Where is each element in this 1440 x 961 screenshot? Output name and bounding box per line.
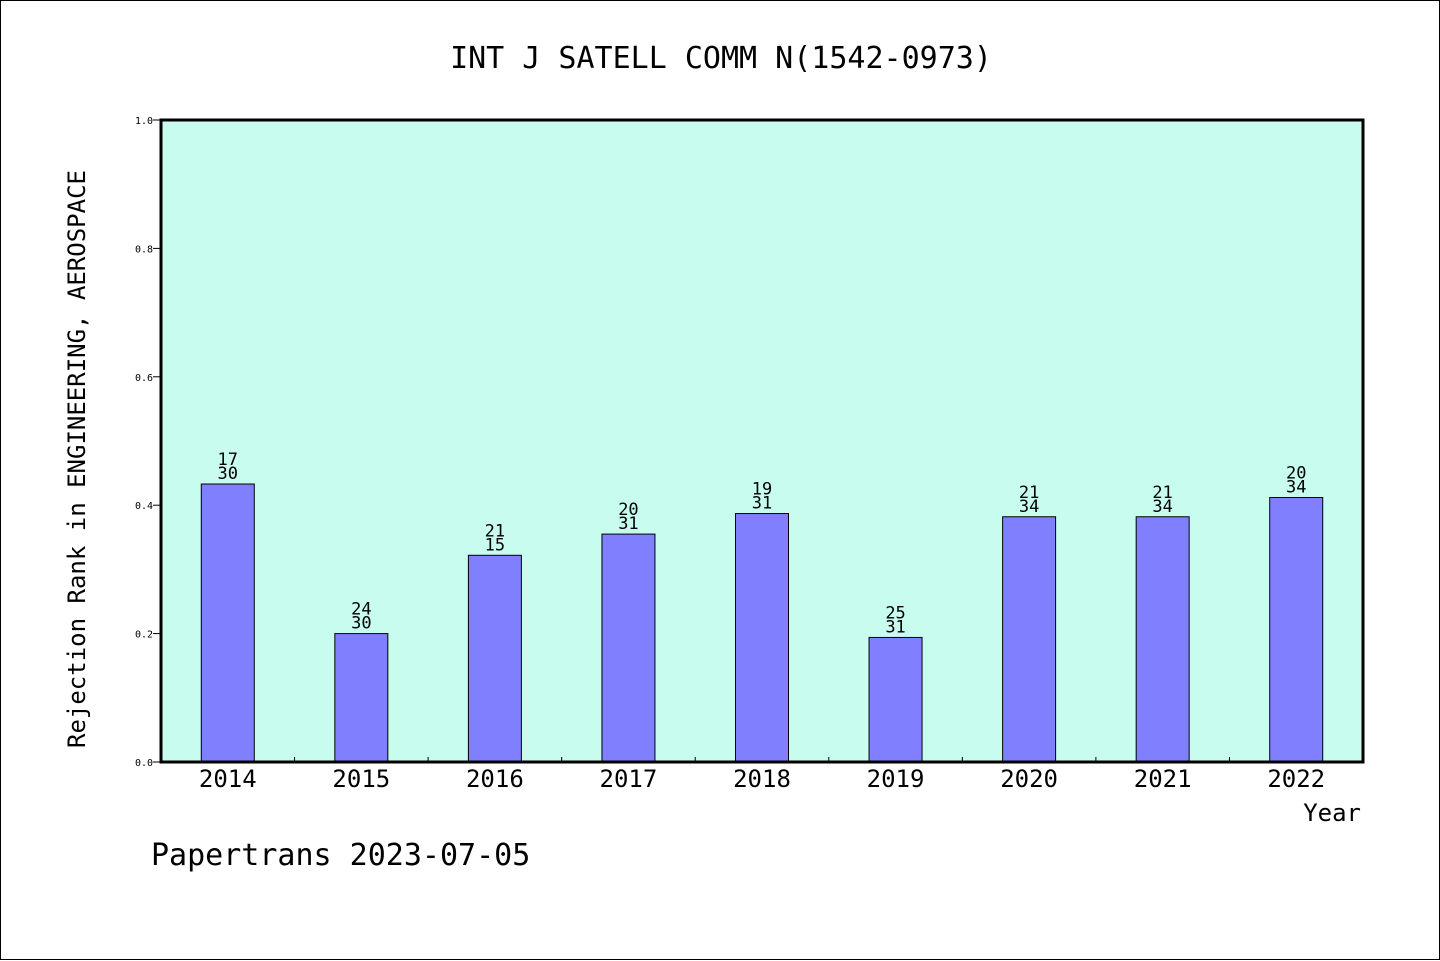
- bar: [868, 636, 923, 763]
- x-axis-label: Year: [1303, 799, 1361, 827]
- bar-label-top: 21: [485, 521, 505, 541]
- bar-label-top: 24: [351, 600, 371, 620]
- x-tick-label: 2017: [600, 765, 658, 793]
- x-tick-label: 2014: [199, 765, 257, 793]
- bar-label-bottom: 34: [1152, 497, 1172, 517]
- bar: [1269, 496, 1324, 763]
- y-tick-label: 0.0: [135, 758, 153, 769]
- bar-label-top: 19: [752, 480, 772, 500]
- y-axis-label: Rejection Rank in ENGINEERING, AEROSPACE: [63, 170, 91, 748]
- y-tick-label: 0.6: [135, 373, 153, 384]
- chart-title: INT J SATELL COMM N(1542-0973): [450, 41, 992, 76]
- bar: [735, 513, 789, 763]
- bar-label-top: 21: [1019, 483, 1039, 503]
- x-tick-label: 2018: [733, 765, 791, 793]
- bar-label-bottom: 31: [752, 494, 772, 514]
- bar-label-bottom: 31: [885, 617, 905, 637]
- bar: [467, 554, 522, 763]
- bar: [334, 633, 389, 763]
- x-tick-label: 2021: [1134, 765, 1192, 793]
- y-tick-label: 0.4: [135, 501, 153, 512]
- bar-label-bottom: 30: [351, 614, 371, 634]
- x-tick-label: 2016: [466, 765, 524, 793]
- bar-label-bottom: 30: [218, 464, 238, 484]
- bar-label-bottom: 34: [1019, 497, 1039, 517]
- bar-label-top: 25: [885, 603, 905, 623]
- bar: [601, 533, 656, 763]
- bar: [1002, 516, 1057, 763]
- x-tick-label: 2015: [332, 765, 390, 793]
- bar-label-bottom: 31: [618, 514, 638, 534]
- bar-label-bottom: 34: [1286, 477, 1306, 497]
- y-tick-label: 0.2: [135, 630, 153, 641]
- x-tick-label: 2022: [1267, 765, 1325, 793]
- x-tick-label: 2019: [867, 765, 925, 793]
- plot-border: [159, 118, 1365, 764]
- bar-label-top: 17: [218, 450, 238, 470]
- bar-label-top: 20: [618, 500, 638, 520]
- bar-label-top: 20: [1286, 463, 1306, 483]
- footer-credit: Papertrans 2023-07-05: [151, 838, 530, 873]
- y-tick-label: 0.8: [135, 244, 153, 255]
- bar-label-bottom: 15: [485, 535, 505, 555]
- x-tick-label: 2020: [1000, 765, 1058, 793]
- bar: [1135, 516, 1190, 763]
- bar-label-top: 21: [1152, 483, 1172, 503]
- bar: [200, 483, 255, 763]
- y-tick-label: 1.0: [135, 116, 153, 127]
